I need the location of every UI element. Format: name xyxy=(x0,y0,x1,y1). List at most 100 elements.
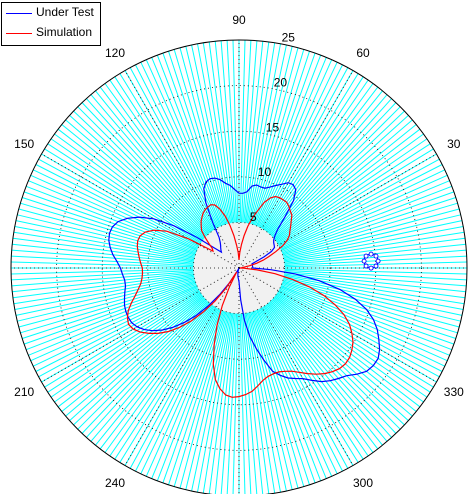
angle-grid-line xyxy=(140,61,220,228)
angle-grid-line xyxy=(140,308,220,475)
angle-grid-line xyxy=(197,312,232,493)
outer-circle xyxy=(10,39,468,494)
angle-grid-line xyxy=(284,268,467,275)
angle-grid-line xyxy=(274,295,421,408)
radial-tick-labels: 5 10 15 20 25 xyxy=(250,31,295,225)
angle-grid-line xyxy=(214,313,235,494)
angle-grid-line xyxy=(90,302,210,442)
angle-grid-line xyxy=(232,313,239,494)
angle-grid-line xyxy=(275,294,424,403)
angle-grid-line xyxy=(38,158,200,247)
angle-grid-line xyxy=(25,283,197,351)
angle-grid-line xyxy=(90,94,210,234)
angle-grid-line xyxy=(279,169,446,249)
angle-tick-label: 120 xyxy=(105,46,125,60)
angle-grid-line xyxy=(263,76,364,231)
legend-label-simulation: Simulation xyxy=(36,25,93,39)
angle-grid-line xyxy=(50,293,202,398)
angle-grid-line xyxy=(208,41,234,223)
angle-grid-line xyxy=(282,279,460,328)
angle-grid-line xyxy=(256,57,327,227)
angle-grid-line xyxy=(265,83,374,232)
angle-grid-line xyxy=(252,51,310,225)
angle-grid-line xyxy=(28,180,198,251)
angle-grid-line xyxy=(191,44,230,224)
angle-tick-label: 150 xyxy=(14,137,34,151)
radial-ring xyxy=(147,176,331,360)
angle-tick-label: 210 xyxy=(14,385,34,399)
angle-grid-line xyxy=(268,302,388,442)
angle-grid-line xyxy=(114,76,215,231)
angle-grid-line xyxy=(28,285,198,356)
angle-grid-line xyxy=(282,208,460,257)
angle-grid-line xyxy=(38,289,200,378)
angle-grid-line xyxy=(73,110,207,237)
angle-grid-line xyxy=(202,42,233,224)
angle-grid-line xyxy=(284,237,466,263)
angle-grid-line xyxy=(257,309,333,477)
angle-grid-line xyxy=(282,280,458,334)
angle-tick-label: 240 xyxy=(105,476,125,490)
angle-grid-line xyxy=(54,133,203,242)
outer-boundary xyxy=(10,39,468,494)
angle-grid-line xyxy=(282,281,456,339)
angle-tick-label: 60 xyxy=(356,46,370,60)
angle-grid-line xyxy=(283,214,461,258)
angle-grid-line xyxy=(18,208,196,257)
angle-grid-line xyxy=(168,51,226,225)
angle-grid-line xyxy=(279,164,443,248)
angle-grid-line xyxy=(12,273,194,299)
ring-marker xyxy=(361,251,381,271)
angle-grid-line xyxy=(250,311,299,489)
angle-grid-line xyxy=(23,282,197,345)
angle-grid-line xyxy=(269,301,392,438)
angle-tick-label: 90 xyxy=(232,13,246,27)
angle-grid-line xyxy=(129,307,218,469)
angle-grid-line xyxy=(249,312,293,490)
angle-grid-line xyxy=(284,255,467,267)
angle-grid-line xyxy=(245,312,276,494)
angle-grid-line xyxy=(14,226,195,261)
radial-tick-label: 20 xyxy=(274,75,288,89)
angle-grid-line xyxy=(162,310,225,484)
angle-grid-line xyxy=(244,41,270,223)
angle-grid-line xyxy=(73,299,207,426)
radial-tick-label: 25 xyxy=(282,31,296,45)
angle-grid-line xyxy=(284,271,467,287)
angle-grid-line xyxy=(15,220,195,259)
angle-grid-line xyxy=(248,312,287,492)
angle-grid-line xyxy=(277,291,434,388)
angle-grid-line xyxy=(135,64,219,228)
angle-grid-line xyxy=(226,313,238,494)
angle-grid-line xyxy=(61,124,204,240)
angle-grid-line xyxy=(243,41,264,223)
radial-tick-label: 10 xyxy=(258,165,272,179)
angle-grid-line xyxy=(44,291,201,388)
radial-tick-label: 15 xyxy=(266,120,280,134)
angle-grid-line xyxy=(32,169,199,249)
angle-grid-line xyxy=(266,303,379,450)
angle-grid-line xyxy=(20,202,196,256)
angle-grid-line xyxy=(259,308,343,472)
angle-grid-line xyxy=(179,311,228,489)
series-layer xyxy=(108,177,381,398)
angle-grid-line xyxy=(173,311,227,487)
angle-grid-line xyxy=(248,44,287,224)
angle-grid-line xyxy=(12,243,194,264)
angle-grid-line xyxy=(22,281,196,339)
angle-grid-line xyxy=(270,106,401,237)
angle-grid-line xyxy=(191,312,230,492)
angle-grid-line xyxy=(268,94,388,234)
angle-grid-line xyxy=(278,158,440,247)
angle-grid-line xyxy=(17,214,195,258)
angle-grid-line xyxy=(262,73,359,230)
angle-grid-line xyxy=(281,185,453,253)
angle-grid-line xyxy=(283,274,465,305)
angle-grid-line xyxy=(119,73,216,230)
legend-swatch-simulation xyxy=(6,33,32,34)
angle-grid-line xyxy=(281,283,453,351)
angle-grid-line xyxy=(274,296,417,412)
angle-grid-line xyxy=(69,115,206,238)
angle-grid-line xyxy=(284,272,466,293)
angle-grid-line xyxy=(283,226,464,261)
